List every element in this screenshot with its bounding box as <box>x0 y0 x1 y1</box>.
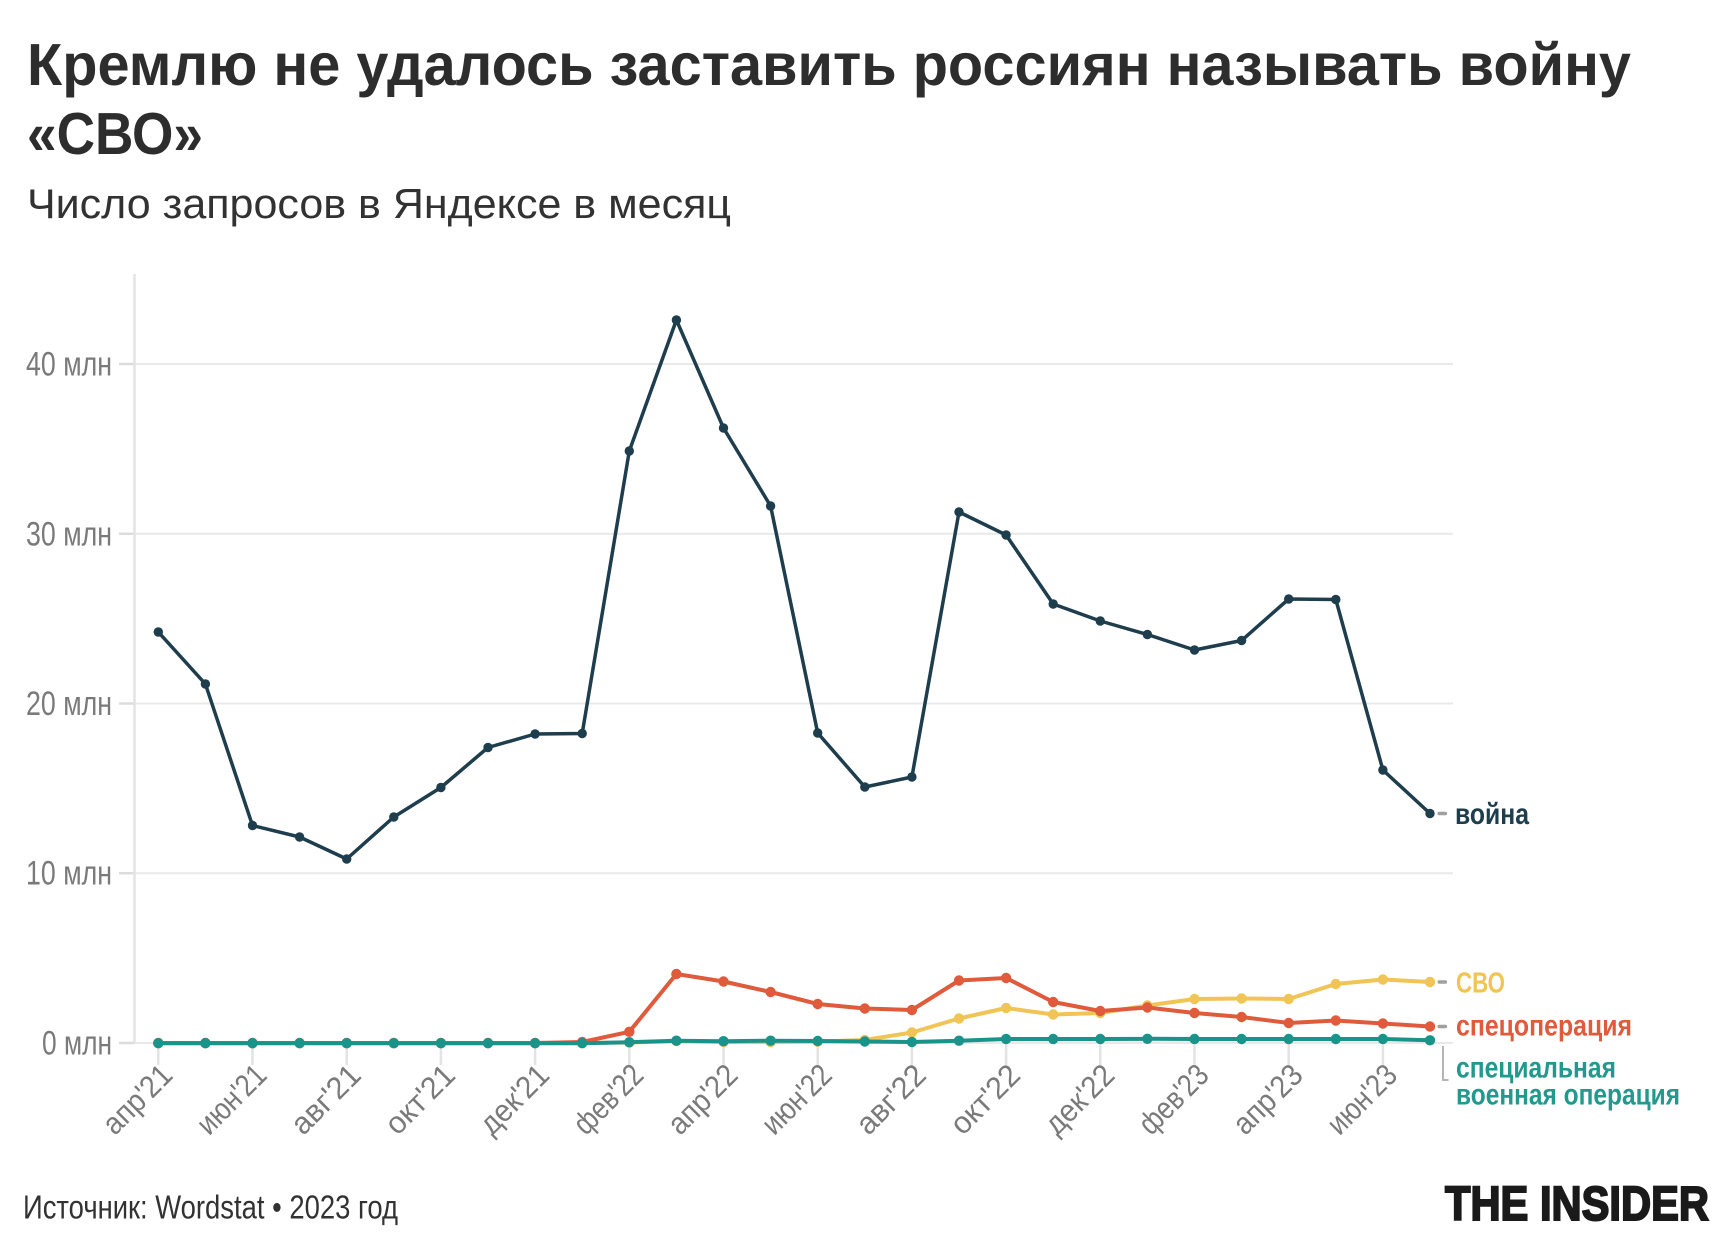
svg-text:специальная: специальная <box>1456 1052 1616 1085</box>
svg-text:40 млн: 40 млн <box>26 346 112 384</box>
svg-text:Источник: Wordstat • 2023 год: Источник: Wordstat • 2023 год <box>23 1189 398 1226</box>
svg-text:СВО: СВО <box>1456 968 1505 1000</box>
svg-text:10 млн: 10 млн <box>26 855 112 893</box>
svg-text:20 млн: 20 млн <box>26 685 112 723</box>
svg-text:война: война <box>1455 798 1529 831</box>
svg-text:Кремлю не удалось заставить ро: Кремлю не удалось заставить россиян назы… <box>27 32 1631 98</box>
svg-text:«СВО»: «СВО» <box>27 101 203 167</box>
svg-text:спецоперация: спецоперация <box>1456 1010 1632 1043</box>
svg-text:военная операция: военная операция <box>1456 1079 1680 1112</box>
svg-text:THE INSIDER: THE INSIDER <box>1445 1178 1709 1231</box>
svg-text:0 млн: 0 млн <box>42 1025 112 1063</box>
svg-text:30 млн: 30 млн <box>26 515 112 553</box>
svg-text:Число запросов в Яндексе в мес: Число запросов в Яндексе в месяц <box>27 180 731 227</box>
